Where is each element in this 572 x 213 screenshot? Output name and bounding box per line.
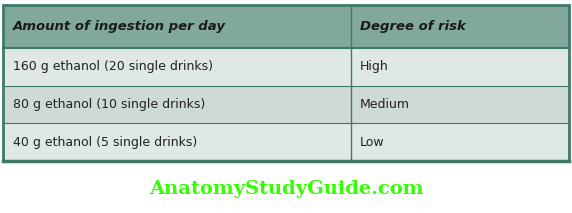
- Bar: [351, 86, 569, 123]
- Text: High: High: [360, 60, 388, 73]
- Text: Degree of risk: Degree of risk: [360, 20, 466, 33]
- Text: 160 g ethanol (20 single drinks): 160 g ethanol (20 single drinks): [13, 60, 213, 73]
- Bar: [3, 5, 569, 161]
- Bar: [3, 5, 351, 48]
- Text: Low: Low: [360, 135, 384, 148]
- Bar: [3, 48, 351, 86]
- Bar: [3, 86, 351, 123]
- Bar: [351, 5, 569, 48]
- Bar: [351, 123, 569, 161]
- Text: Medium: Medium: [360, 98, 410, 111]
- Bar: [3, 123, 351, 161]
- Bar: [351, 48, 569, 86]
- Text: Amount of ingestion per day: Amount of ingestion per day: [13, 20, 227, 33]
- Text: 80 g ethanol (10 single drinks): 80 g ethanol (10 single drinks): [13, 98, 205, 111]
- Bar: [3, 5, 569, 161]
- Text: 40 g ethanol (5 single drinks): 40 g ethanol (5 single drinks): [13, 135, 197, 148]
- Text: AnatomyStudyGuide.com: AnatomyStudyGuide.com: [149, 180, 423, 197]
